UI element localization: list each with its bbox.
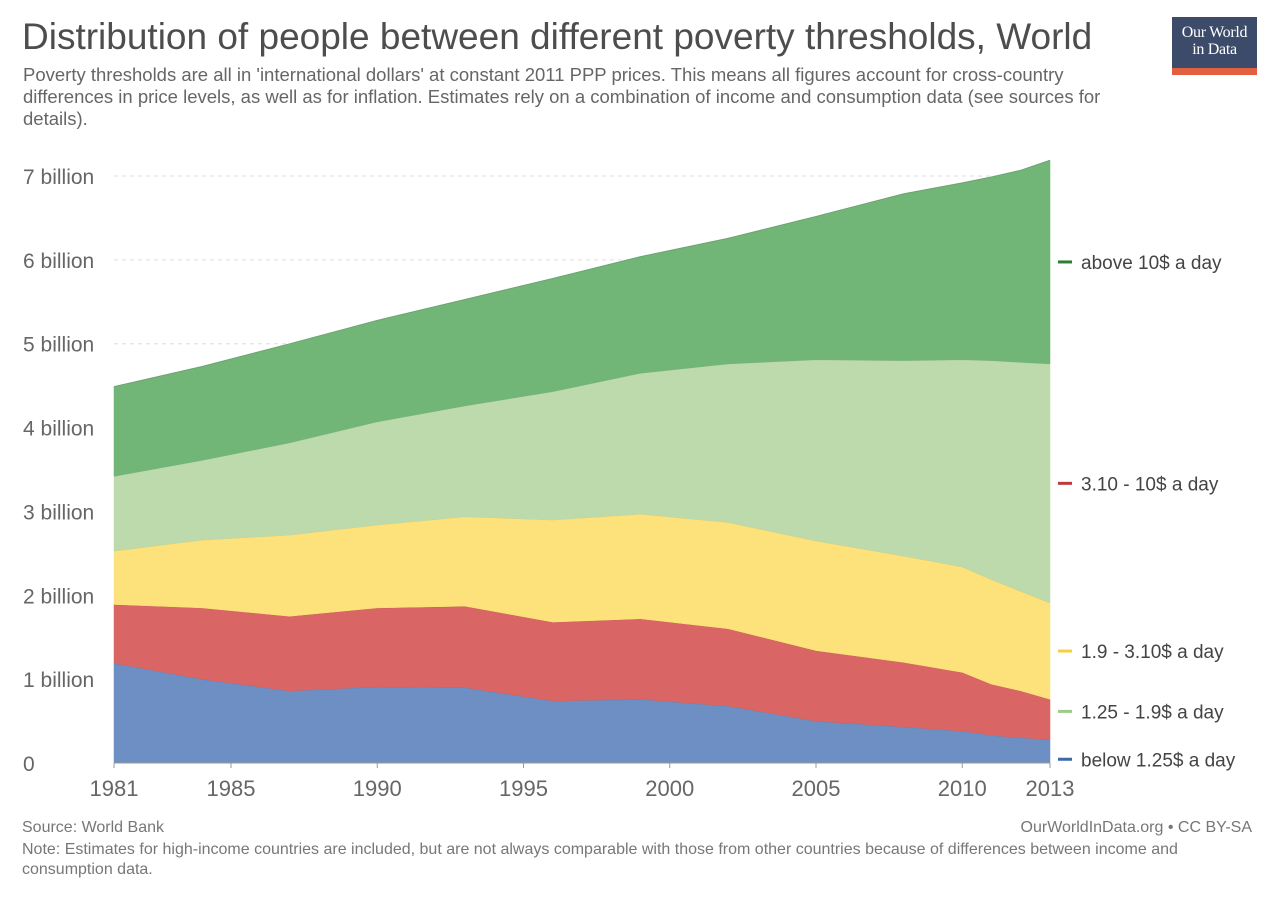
- legend-item-0[interactable]: below 1.25$ a day: [1058, 750, 1236, 771]
- y-tick-label: 1 billion: [23, 669, 94, 692]
- y-tick-label: 4 billion: [23, 418, 94, 441]
- area-4[interactable]: [113, 159, 1051, 477]
- area-edge: [113, 159, 1051, 387]
- chart-subtitle: Poverty thresholds are all in 'internati…: [23, 64, 1101, 129]
- chart-title: Distribution of people between different…: [22, 16, 1093, 57]
- legend-label: 1.9 - 3.10$ a day: [1081, 642, 1224, 663]
- owid-logo[interactable]: Our World in Data: [1172, 17, 1257, 75]
- legend-label: 1.25 - 1.9$ a day: [1081, 702, 1224, 723]
- legend-label: below 1.25$ a day: [1081, 750, 1236, 771]
- legend-item-1[interactable]: 1.25 - 1.9$ a day: [1058, 702, 1224, 723]
- y-tick-label: 5 billion: [23, 334, 94, 357]
- legend-item-2[interactable]: 1.9 - 3.10$ a day: [1058, 642, 1224, 663]
- footnote: Note: Estimates for high-income countrie…: [22, 841, 1178, 878]
- area-series: [113, 159, 1051, 764]
- legend-item-3[interactable]: 3.10 - 10$ a day: [1058, 474, 1219, 495]
- x-tick-label: 1990: [353, 776, 402, 801]
- logo-line-2: in Data: [1192, 41, 1237, 58]
- legend-label: above 10$ a day: [1081, 253, 1222, 274]
- y-tick-label: 0: [23, 753, 35, 776]
- y-tick-label: 3 billion: [23, 501, 94, 524]
- credit-link[interactable]: OurWorldInData.org • CC BY-SA: [1020, 819, 1252, 836]
- legend: above 10$ a day 3.10 - 10$ a day 1.9 - 3.1…: [1058, 253, 1236, 771]
- source-link[interactable]: Source: World Bank: [22, 819, 164, 836]
- legend-item-4[interactable]: above 10$ a day: [1058, 253, 1222, 274]
- x-tick-label: 2013: [1026, 776, 1075, 801]
- x-tick-label: 2000: [645, 776, 694, 801]
- legend-label: 3.10 - 10$ a day: [1081, 474, 1219, 495]
- x-tick-label: 2005: [792, 776, 841, 801]
- y-tick-label: 6 billion: [23, 250, 94, 273]
- y-tick-label: 7 billion: [23, 166, 94, 189]
- logo-line-1: Our World: [1181, 24, 1248, 41]
- x-tick-label: 2010: [938, 776, 987, 801]
- logo-accent-bar: [1172, 68, 1257, 75]
- y-tick-label: 2 billion: [23, 585, 94, 608]
- logo-text: Our World in Data: [1172, 24, 1257, 58]
- x-tick-label: 1995: [499, 776, 548, 801]
- x-tick-label: 1981: [90, 776, 139, 801]
- x-tick-label: 1985: [207, 776, 256, 801]
- axes: 0 1 billion 2 billion 3 billion 4 billion 5 b…: [23, 166, 1074, 801]
